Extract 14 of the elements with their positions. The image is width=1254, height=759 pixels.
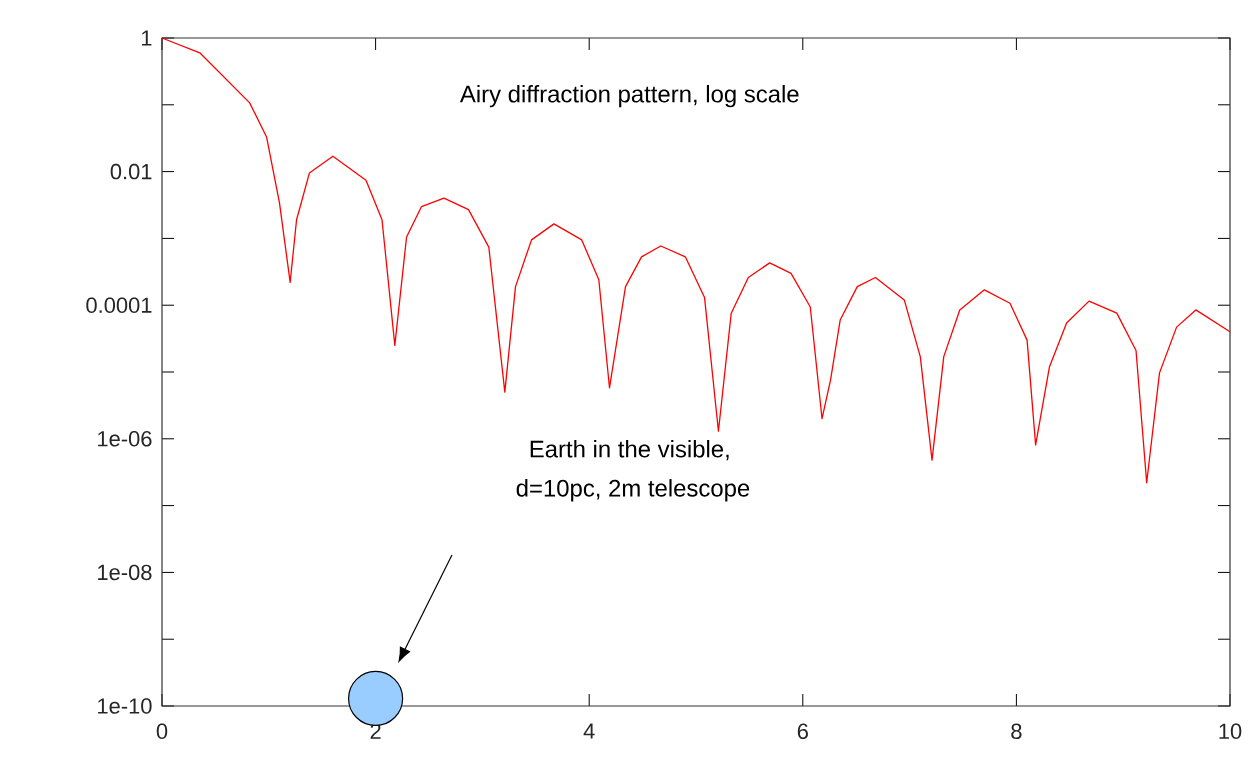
annotation: Airy diffraction pattern, log scale (459, 84, 799, 108)
y-tick-label: 0.01 (110, 163, 152, 180)
y-tick-label: 1 (141, 30, 152, 46)
annotation: Earth in the visible, (530, 439, 729, 461)
x-tick-label: 10 (1219, 723, 1242, 740)
y-tick-label: 0.0001 (86, 297, 152, 313)
x-tick-label: 4 (583, 723, 595, 739)
x-tick-label: 6 (797, 723, 808, 740)
y-tick-label: 1e-06 (98, 431, 152, 447)
x-tick-label: 8 (1011, 723, 1022, 740)
annotation: d=10pc, 2m telescope (516, 479, 750, 502)
y-tick-label: 1e-10 (98, 698, 152, 714)
y-tick-label: 1e-08 (98, 564, 152, 581)
x-tick-label: 0 (156, 723, 168, 740)
